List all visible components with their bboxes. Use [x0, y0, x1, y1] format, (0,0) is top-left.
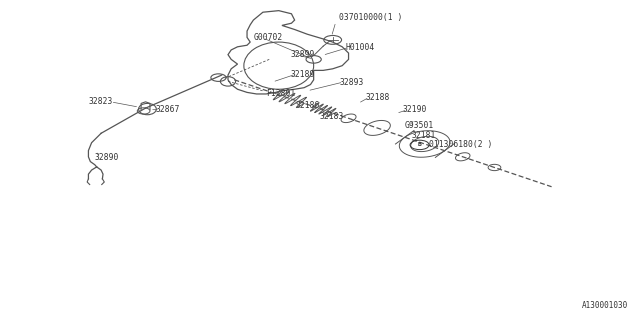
Text: 037010000(1 ): 037010000(1 ) — [339, 13, 403, 22]
Text: B: B — [418, 142, 422, 148]
Text: 32867: 32867 — [155, 105, 179, 114]
Text: G00702: G00702 — [253, 34, 283, 43]
Text: 32890: 32890 — [95, 153, 119, 162]
Text: G93501: G93501 — [404, 121, 434, 130]
Text: 32190: 32190 — [403, 105, 427, 114]
Text: 32186: 32186 — [296, 101, 320, 110]
Text: 32893: 32893 — [339, 77, 364, 86]
Text: 32181: 32181 — [412, 131, 436, 140]
Text: 32183: 32183 — [320, 112, 344, 121]
Text: 32189: 32189 — [290, 70, 314, 79]
Text: H01004: H01004 — [346, 43, 374, 52]
Text: 32823: 32823 — [88, 97, 113, 106]
Text: 32899: 32899 — [290, 50, 314, 59]
Text: A130001030: A130001030 — [582, 301, 628, 310]
Text: 011306180(2 ): 011306180(2 ) — [429, 140, 493, 149]
Text: 32188: 32188 — [365, 92, 390, 102]
Text: F12801: F12801 — [266, 90, 295, 99]
